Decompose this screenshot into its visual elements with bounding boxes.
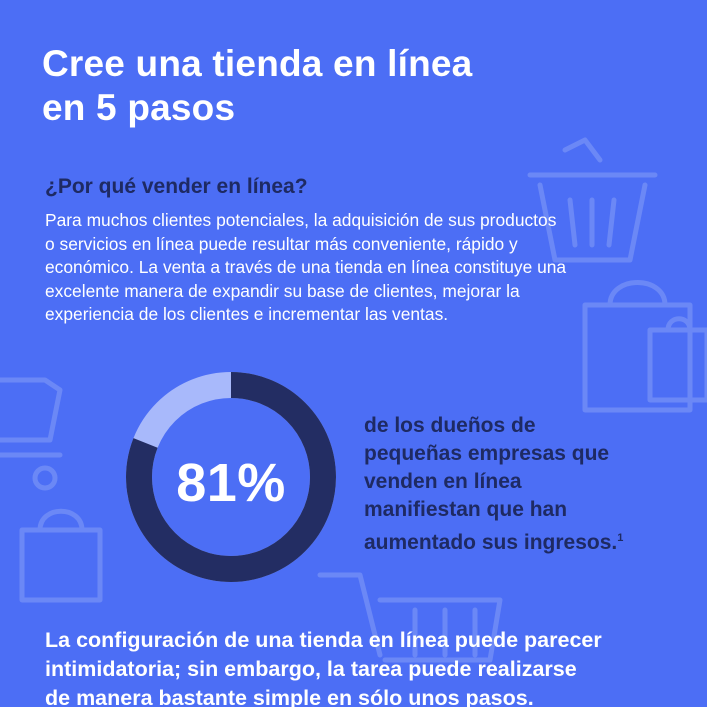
- section-heading: ¿Por qué vender en línea?: [45, 175, 308, 198]
- paragraph-line: Para muchos clientes potenciales, la adq…: [45, 210, 557, 230]
- percentage-donut: 81%: [116, 362, 346, 592]
- page-title: Cree una tienda en línea en 5 pasos: [42, 42, 602, 130]
- stat-line: de los dueños de: [364, 414, 536, 437]
- stat-line: venden en línea: [364, 470, 522, 493]
- donut-ring: [126, 372, 336, 582]
- closing-line: intimidatoria; sin embargo, la tarea pue…: [45, 657, 577, 681]
- percentage-label: 81%: [176, 453, 286, 513]
- intro-paragraph: Para muchos clientes potenciales, la adq…: [45, 209, 685, 327]
- stat-line-last: aumentado sus ingresos.1: [364, 524, 684, 557]
- paragraph-line: excelente manera de expandir su base de …: [45, 280, 520, 301]
- stat-line: pequeñas empresas que: [364, 442, 610, 465]
- stat-line: aumentado sus ingresos.: [364, 531, 618, 554]
- closing-line: La configuración de una tienda en línea …: [45, 628, 602, 652]
- paragraph-line: económico. La venta a través de una tien…: [45, 257, 567, 277]
- closing-statement: La configuración de una tienda en línea …: [45, 626, 705, 707]
- closing-line: de manera bastante simple en sólo unos p…: [45, 686, 534, 707]
- ring-filled: [126, 372, 336, 582]
- stat-line: manifiestan que han: [364, 498, 568, 521]
- shopping-cart-icon: [0, 377, 63, 491]
- paragraph-line: o servicios en línea puede resultar más …: [45, 233, 518, 254]
- title-line: Cree una tienda en línea: [42, 43, 473, 84]
- stat-description: de los dueños de pequeñas empresas que v…: [364, 412, 684, 557]
- title-line: en 5 pasos: [42, 87, 236, 128]
- footnote-marker: 1: [617, 532, 624, 544]
- shopping-bag-icon: [19, 508, 103, 603]
- paragraph-line: experiencia de los clientes e incrementa…: [45, 304, 449, 324]
